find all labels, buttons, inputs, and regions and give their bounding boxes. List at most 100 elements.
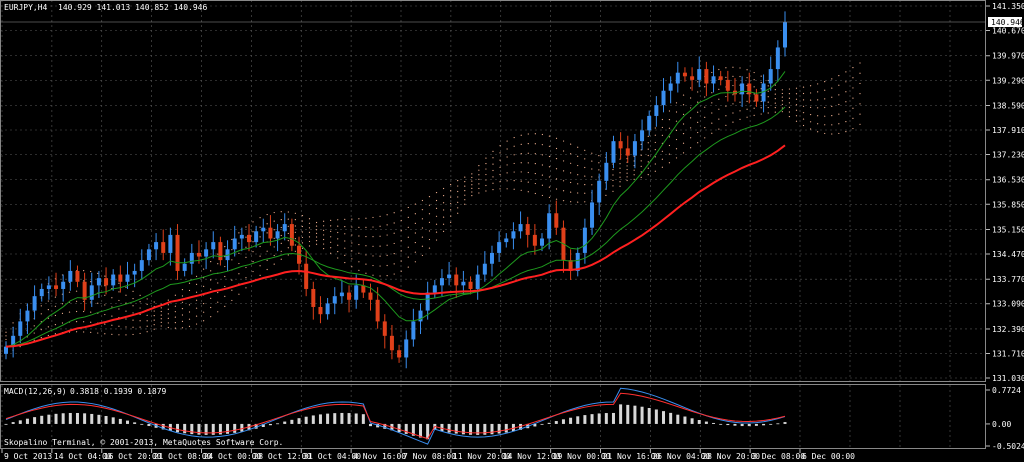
- macd-bar: [604, 413, 608, 424]
- cloud-dot: [393, 232, 395, 234]
- cloud-dot: [372, 216, 374, 219]
- cloud-dot: [414, 241, 416, 244]
- cloud-dot: [421, 254, 424, 257]
- cloud-dot: [464, 185, 466, 187]
- cloud-dot: [767, 106, 769, 109]
- cloud-dot: [704, 116, 706, 119]
- cloud-dot: [675, 148, 678, 150]
- cloud-dot: [760, 81, 762, 84]
- candle: [397, 344, 402, 363]
- moving-averages: [5, 71, 786, 348]
- cloud-dot: [393, 242, 395, 245]
- cloud-dot: [485, 168, 487, 170]
- cloud-dot: [47, 326, 49, 328]
- macd-bar: [633, 405, 637, 424]
- cloud-dot: [548, 145, 551, 147]
- cloud-dot: [704, 96, 706, 98]
- time-tick-label: 21 Nov 16:00: [603, 452, 661, 461]
- macd-bar: [590, 414, 594, 424]
- cloud-dot: [231, 249, 233, 251]
- cloud-dot: [379, 265, 381, 267]
- symbol-timeframe-label: EURJPY,H4: [4, 3, 48, 12]
- cloud-dot: [640, 176, 642, 178]
- cloud-dot: [661, 126, 663, 129]
- cloud-dot: [668, 144, 671, 147]
- cloud-dot: [407, 206, 409, 209]
- cloud-dot: [83, 280, 85, 282]
- cloud-dot: [97, 332, 99, 334]
- cloud-dot: [273, 229, 275, 231]
- cloud-dot: [577, 146, 579, 148]
- cloud-dot: [238, 273, 240, 275]
- cloud-dot: [47, 334, 49, 337]
- cloud-dot: [817, 123, 819, 125]
- time-tick-label: 19 Nov 00:00: [553, 452, 611, 461]
- cloud-dot: [739, 110, 741, 112]
- cloud-dot: [746, 69, 748, 71]
- macd-bar: [426, 423, 430, 440]
- macd-bar: [626, 404, 630, 424]
- macd-bar: [504, 423, 508, 433]
- cloud-dot: [54, 314, 57, 317]
- cloud-dot: [12, 322, 14, 324]
- cloud-dot: [584, 175, 586, 177]
- cloud-dot: [75, 331, 78, 333]
- cloud-dot: [379, 275, 381, 277]
- cloud-dot: [308, 231, 311, 233]
- macd-bar: [483, 423, 487, 435]
- cloud-dot: [358, 226, 360, 228]
- cloud-dot: [675, 157, 678, 159]
- cloud-dot: [471, 173, 473, 175]
- candle: [618, 132, 623, 160]
- cloud-dot: [153, 310, 155, 312]
- macd-bar: [25, 418, 29, 424]
- cloud-dot: [499, 166, 501, 168]
- cloud-dot: [407, 266, 409, 268]
- cloud-dot: [259, 217, 261, 219]
- candle: [211, 231, 216, 259]
- cloud-dot: [428, 221, 431, 223]
- macd-bar: [68, 412, 72, 424]
- cloud-dot: [315, 229, 318, 231]
- cloud-dot: [372, 245, 374, 247]
- cloud-dot: [527, 133, 529, 135]
- price-tick-label: 137.910: [992, 126, 1024, 135]
- macd-bar: [554, 421, 558, 424]
- price-axis[interactable]: 141.350 140.670 139.970 139.290 138.590 137.9…: [986, 2, 1024, 383]
- cloud-dot: [167, 304, 169, 306]
- macd-bar: [669, 412, 673, 424]
- candle: [511, 222, 516, 250]
- candle: [311, 281, 316, 320]
- macd-bar: [454, 423, 458, 434]
- cloud-dot: [471, 176, 473, 179]
- cloud-dot: [132, 305, 134, 307]
- cloud-dot: [760, 75, 762, 77]
- cloud-dot: [181, 320, 184, 322]
- macd-main-line: [5, 387, 786, 445]
- macd-bar: [497, 423, 501, 434]
- macd-bar: [340, 412, 344, 424]
- macd-bar: [397, 423, 401, 433]
- main-chart-grid: [0, 0, 986, 449]
- cloud-dot: [732, 103, 734, 105]
- cloud-dot: [513, 171, 515, 173]
- candle: [268, 215, 273, 246]
- cloud-dot: [591, 152, 593, 154]
- cloud-dot: [697, 91, 699, 93]
- cloud-dot: [210, 297, 212, 299]
- cloud-dot: [788, 88, 791, 90]
- cloud-dot: [732, 66, 734, 68]
- cloud-dot: [33, 339, 35, 341]
- cloud-dot: [337, 231, 339, 234]
- cloud-dot: [767, 85, 769, 87]
- cloud-dot: [104, 323, 106, 325]
- cloud-dot: [647, 135, 649, 137]
- cloud-dot: [125, 334, 127, 336]
- cloud-dot: [259, 226, 261, 228]
- cloud-dot: [513, 136, 515, 139]
- cloud-dot: [668, 153, 671, 155]
- cloud-dot: [421, 245, 424, 247]
- cloud-dot: [83, 321, 85, 323]
